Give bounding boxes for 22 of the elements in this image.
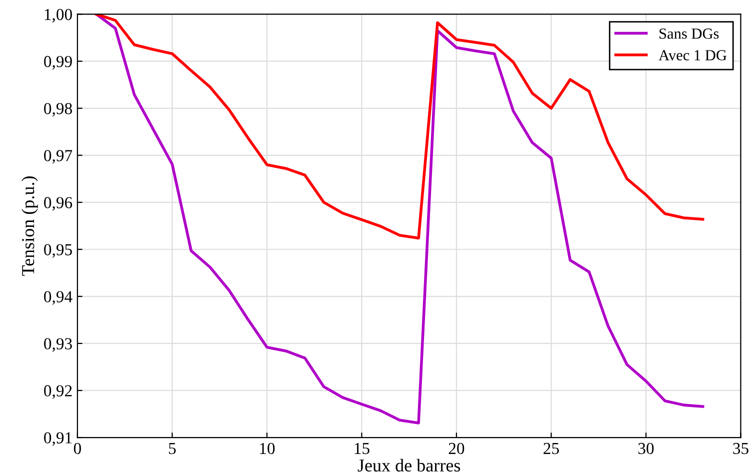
- y-tick-label: 1,00: [44, 8, 72, 23]
- x-tick-label: 25: [544, 442, 559, 454]
- y-axis-title: Tension (p.u.): [22, 176, 38, 276]
- y-tick-label: 0,99: [44, 56, 72, 70]
- y-tick-label: 0,91: [44, 432, 72, 446]
- y-tick-label: 0,92: [44, 385, 72, 399]
- x-tick-label: 0: [74, 442, 81, 454]
- x-tick-label: 35: [733, 442, 748, 454]
- x-tick-label: 5: [169, 443, 176, 454]
- x-tick-label: 20: [448, 442, 464, 454]
- x-tick-label: 10: [260, 442, 275, 454]
- y-tick-label: 0,93: [44, 338, 72, 352]
- y-tick-label: 0,97: [44, 150, 72, 164]
- legend-label: Avec 1 DG: [658, 50, 726, 60]
- y-tick-label: 0,94: [44, 291, 72, 305]
- x-axis-title: Jeux de barres: [358, 458, 460, 472]
- y-tick-label: 0,98: [44, 102, 72, 117]
- y-tick-label: 0,96: [44, 197, 72, 211]
- x-tick-label: 15: [354, 442, 370, 454]
- legend-label: Sans DGs: [660, 28, 719, 39]
- x-tick-label: 30: [638, 442, 654, 454]
- y-tick-label: 0,95: [44, 244, 72, 258]
